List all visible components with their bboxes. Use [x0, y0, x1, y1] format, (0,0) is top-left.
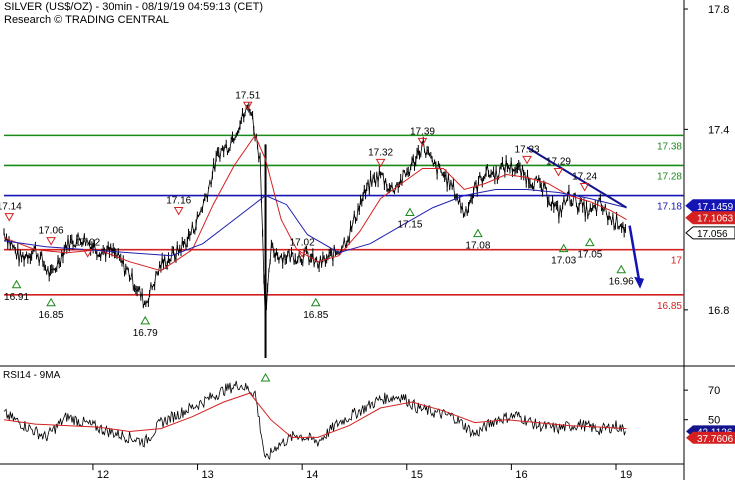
ma-fast-line	[3, 134, 627, 272]
high-marker	[82, 249, 93, 258]
low-marker	[260, 373, 271, 382]
high-marker	[4, 213, 15, 222]
low-marker	[558, 243, 569, 253]
high-label: 17.06	[39, 226, 64, 237]
rsi-flag	[686, 431, 735, 444]
level-label: 16.85	[657, 301, 682, 312]
low-label: 16.85	[303, 310, 328, 321]
low-marker	[140, 315, 151, 325]
price-flag-label: 17.1063	[697, 214, 734, 225]
high-marker	[46, 237, 56, 246]
high-label: 17.02	[290, 238, 315, 249]
high-label: 17.33	[515, 144, 540, 155]
low-marker	[46, 297, 56, 307]
level-label: 17.28	[657, 171, 682, 182]
high-marker	[173, 207, 184, 216]
rsi-flag-label: 37.7606	[697, 434, 734, 445]
low-label: 17.03	[551, 256, 576, 267]
low-label: 16.79	[133, 328, 158, 339]
low-marker	[11, 279, 22, 289]
price-tick-label: 16.8	[708, 305, 729, 317]
low-label: 17.08	[465, 241, 490, 252]
high-label: 17.39	[410, 126, 435, 137]
price-flag-label: 17.1459	[697, 202, 734, 213]
low-label: 16.91	[4, 292, 29, 303]
high-marker	[242, 101, 253, 111]
time-tick-label: 13	[202, 469, 214, 480]
low-marker	[310, 297, 321, 307]
high-marker	[579, 182, 590, 192]
level-label: 17	[671, 256, 683, 267]
low-marker	[405, 207, 415, 217]
rsi-ma-line	[3, 392, 627, 438]
trend-line	[526, 146, 628, 209]
high-label: 17.29	[546, 156, 571, 167]
price-flag	[685, 199, 735, 213]
rsi-line	[3, 380, 626, 460]
high-label: 17.24	[572, 171, 597, 182]
price-flag	[685, 226, 735, 240]
time-tick-label: 15	[411, 469, 423, 480]
level-label: 17.38	[657, 141, 682, 152]
low-label: 17.15	[397, 220, 422, 231]
low-label: 16.85	[39, 310, 64, 321]
high-marker	[375, 158, 386, 168]
chart-subtitle: Research © TRADING CENTRAL	[4, 14, 169, 26]
low-label: 16.96	[609, 277, 634, 288]
time-tick-label: 14	[306, 469, 318, 480]
chart-title: SILVER (US$/OZ) - 30min - 08/19/19 04:59…	[4, 1, 264, 13]
high-label: 17.02	[75, 238, 100, 249]
indicator-title: RSI14 - 9MA	[3, 370, 61, 381]
high-label: 17.51	[235, 90, 260, 101]
price-line	[3, 106, 626, 313]
price-flag	[685, 211, 735, 225]
price-tick-label: 17.4	[708, 124, 729, 136]
high-marker	[417, 137, 428, 147]
high-label: 17.32	[368, 147, 393, 158]
time-tick-label: 19	[620, 469, 632, 480]
time-tick-label: 16	[515, 469, 527, 480]
low-marker	[616, 264, 627, 274]
ma-slow-line	[3, 189, 627, 257]
low-marker	[584, 237, 595, 247]
price-tick-label: 17.8	[708, 4, 729, 16]
rsi-tick-label: 50	[708, 415, 720, 427]
high-label: 17.14	[0, 202, 22, 213]
projection-arrowhead	[634, 276, 645, 289]
high-marker	[297, 249, 308, 258]
level-label: 17.18	[657, 202, 682, 213]
high-marker	[522, 155, 532, 165]
high-marker	[553, 167, 564, 177]
time-tick-label: 12	[97, 469, 109, 480]
low-marker	[473, 228, 483, 238]
rsi-tick-label: 70	[708, 385, 720, 397]
projection-arrow	[628, 225, 642, 286]
low-label: 17.05	[577, 250, 602, 261]
price-flag-label: 17.056	[697, 229, 728, 240]
high-label: 17.16	[166, 196, 191, 207]
